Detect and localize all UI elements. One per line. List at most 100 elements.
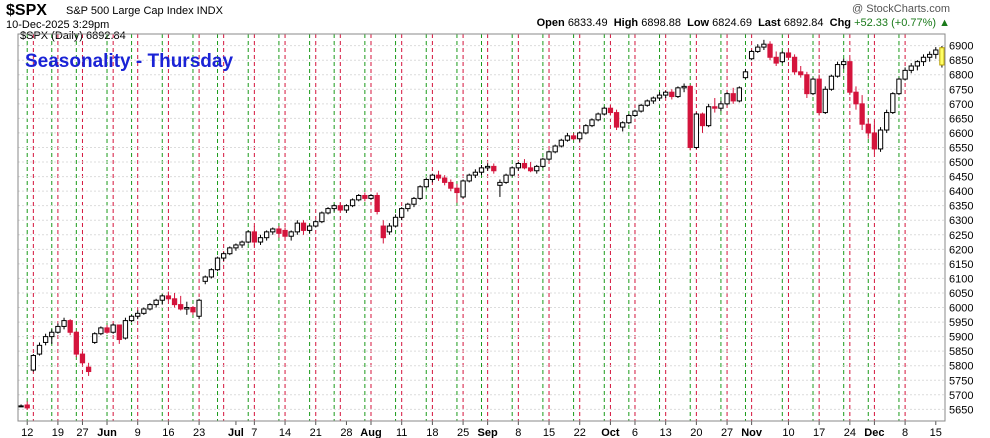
candle <box>276 228 282 234</box>
candle <box>699 113 706 127</box>
x-tick-label: Nov <box>741 427 763 438</box>
candle <box>429 174 436 180</box>
y-tick-label: 5650 <box>949 404 973 416</box>
candle <box>589 119 595 127</box>
candle <box>687 85 693 148</box>
x-tick-label: 17 <box>813 427 825 438</box>
candle <box>110 324 116 333</box>
candle <box>748 50 755 60</box>
x-tick-label: 15 <box>930 427 942 438</box>
candle <box>558 139 564 147</box>
x-tick-label: Dec <box>864 427 884 438</box>
candle <box>841 61 847 66</box>
x-tick-label: 12 <box>21 427 33 438</box>
candle <box>638 104 644 112</box>
candle <box>288 231 294 237</box>
chg-label: Chg <box>829 17 852 29</box>
candle <box>399 208 405 218</box>
candle <box>374 194 380 212</box>
y-tick-label: 6600 <box>949 128 973 140</box>
candle <box>693 113 700 148</box>
candle <box>675 87 681 98</box>
candle <box>411 197 417 205</box>
candle <box>534 165 540 172</box>
candle <box>49 331 55 338</box>
candle <box>718 103 724 109</box>
candle <box>920 56 927 63</box>
high-value: 6898.88 <box>641 17 681 29</box>
candle <box>798 71 804 76</box>
candle <box>834 64 841 77</box>
candle <box>356 194 362 201</box>
x-tick-label: Sep <box>478 427 498 438</box>
plot-frame <box>17 33 946 422</box>
candle <box>67 320 73 333</box>
candle <box>730 93 736 102</box>
candle <box>877 129 884 150</box>
candle <box>405 203 411 210</box>
x-tick-label: 20 <box>690 427 702 438</box>
y-tick-label: 6050 <box>949 288 973 300</box>
y-tick-label: 6450 <box>949 172 973 184</box>
candle <box>362 194 368 199</box>
candle <box>853 91 859 105</box>
candle <box>902 69 908 80</box>
candle <box>472 171 479 176</box>
low-label: Low <box>687 17 710 29</box>
candle <box>650 97 657 102</box>
y-tick-label: 6500 <box>949 157 973 169</box>
candlesticks <box>18 39 945 410</box>
y-tick-label: 6800 <box>949 70 973 82</box>
candle <box>435 174 442 179</box>
candle <box>570 135 577 140</box>
candle <box>55 325 61 333</box>
candle <box>884 112 890 131</box>
candle <box>135 312 141 317</box>
y-tick-label: 6250 <box>949 230 973 242</box>
candle <box>478 167 485 173</box>
candle <box>184 307 190 310</box>
symbol-name: S&P 500 Large Cap Index INDX <box>66 5 223 17</box>
chart-title: Seasonality - Thursday <box>25 51 233 72</box>
candle <box>171 298 178 306</box>
candle <box>785 52 792 58</box>
candle <box>270 228 276 233</box>
candle <box>908 65 914 71</box>
brand-logo[interactable]: @ StockCharts.com <box>852 3 950 15</box>
candle <box>865 123 871 134</box>
candle <box>128 315 135 322</box>
candle <box>779 52 785 63</box>
candle <box>141 308 147 314</box>
candle <box>460 180 466 198</box>
candle <box>724 93 730 105</box>
candle <box>712 106 718 109</box>
candle <box>503 174 509 183</box>
candle <box>927 53 933 58</box>
candle <box>632 110 638 116</box>
low-value: 6824.69 <box>712 17 752 29</box>
chg-value: +52.33 (+0.77%) <box>854 17 937 29</box>
candle <box>153 299 159 306</box>
y-tick-label: 6000 <box>949 303 973 315</box>
candle <box>30 355 36 371</box>
candle <box>527 167 534 172</box>
price-chart[interactable]: 5650 5700 5750 5800 5850 5900 5950 6000 6050 6100… <box>0 30 990 438</box>
candle <box>515 162 521 169</box>
y-tick-label: 5950 <box>949 317 973 329</box>
candle <box>828 75 835 90</box>
candle <box>755 46 761 52</box>
candle <box>417 186 423 199</box>
candle <box>822 88 828 114</box>
candle <box>221 253 227 259</box>
candle <box>239 241 245 246</box>
candle <box>386 225 393 233</box>
candle <box>343 205 350 211</box>
x-tick-label: 14 <box>279 427 291 438</box>
x-tick-label: Aug <box>360 427 381 438</box>
candle <box>742 71 749 79</box>
symbol[interactable]: $SPX <box>6 2 47 19</box>
x-tick-label: 22 <box>574 427 586 438</box>
candle <box>24 404 30 409</box>
candle <box>73 331 79 355</box>
price-gridlines <box>18 45 945 410</box>
